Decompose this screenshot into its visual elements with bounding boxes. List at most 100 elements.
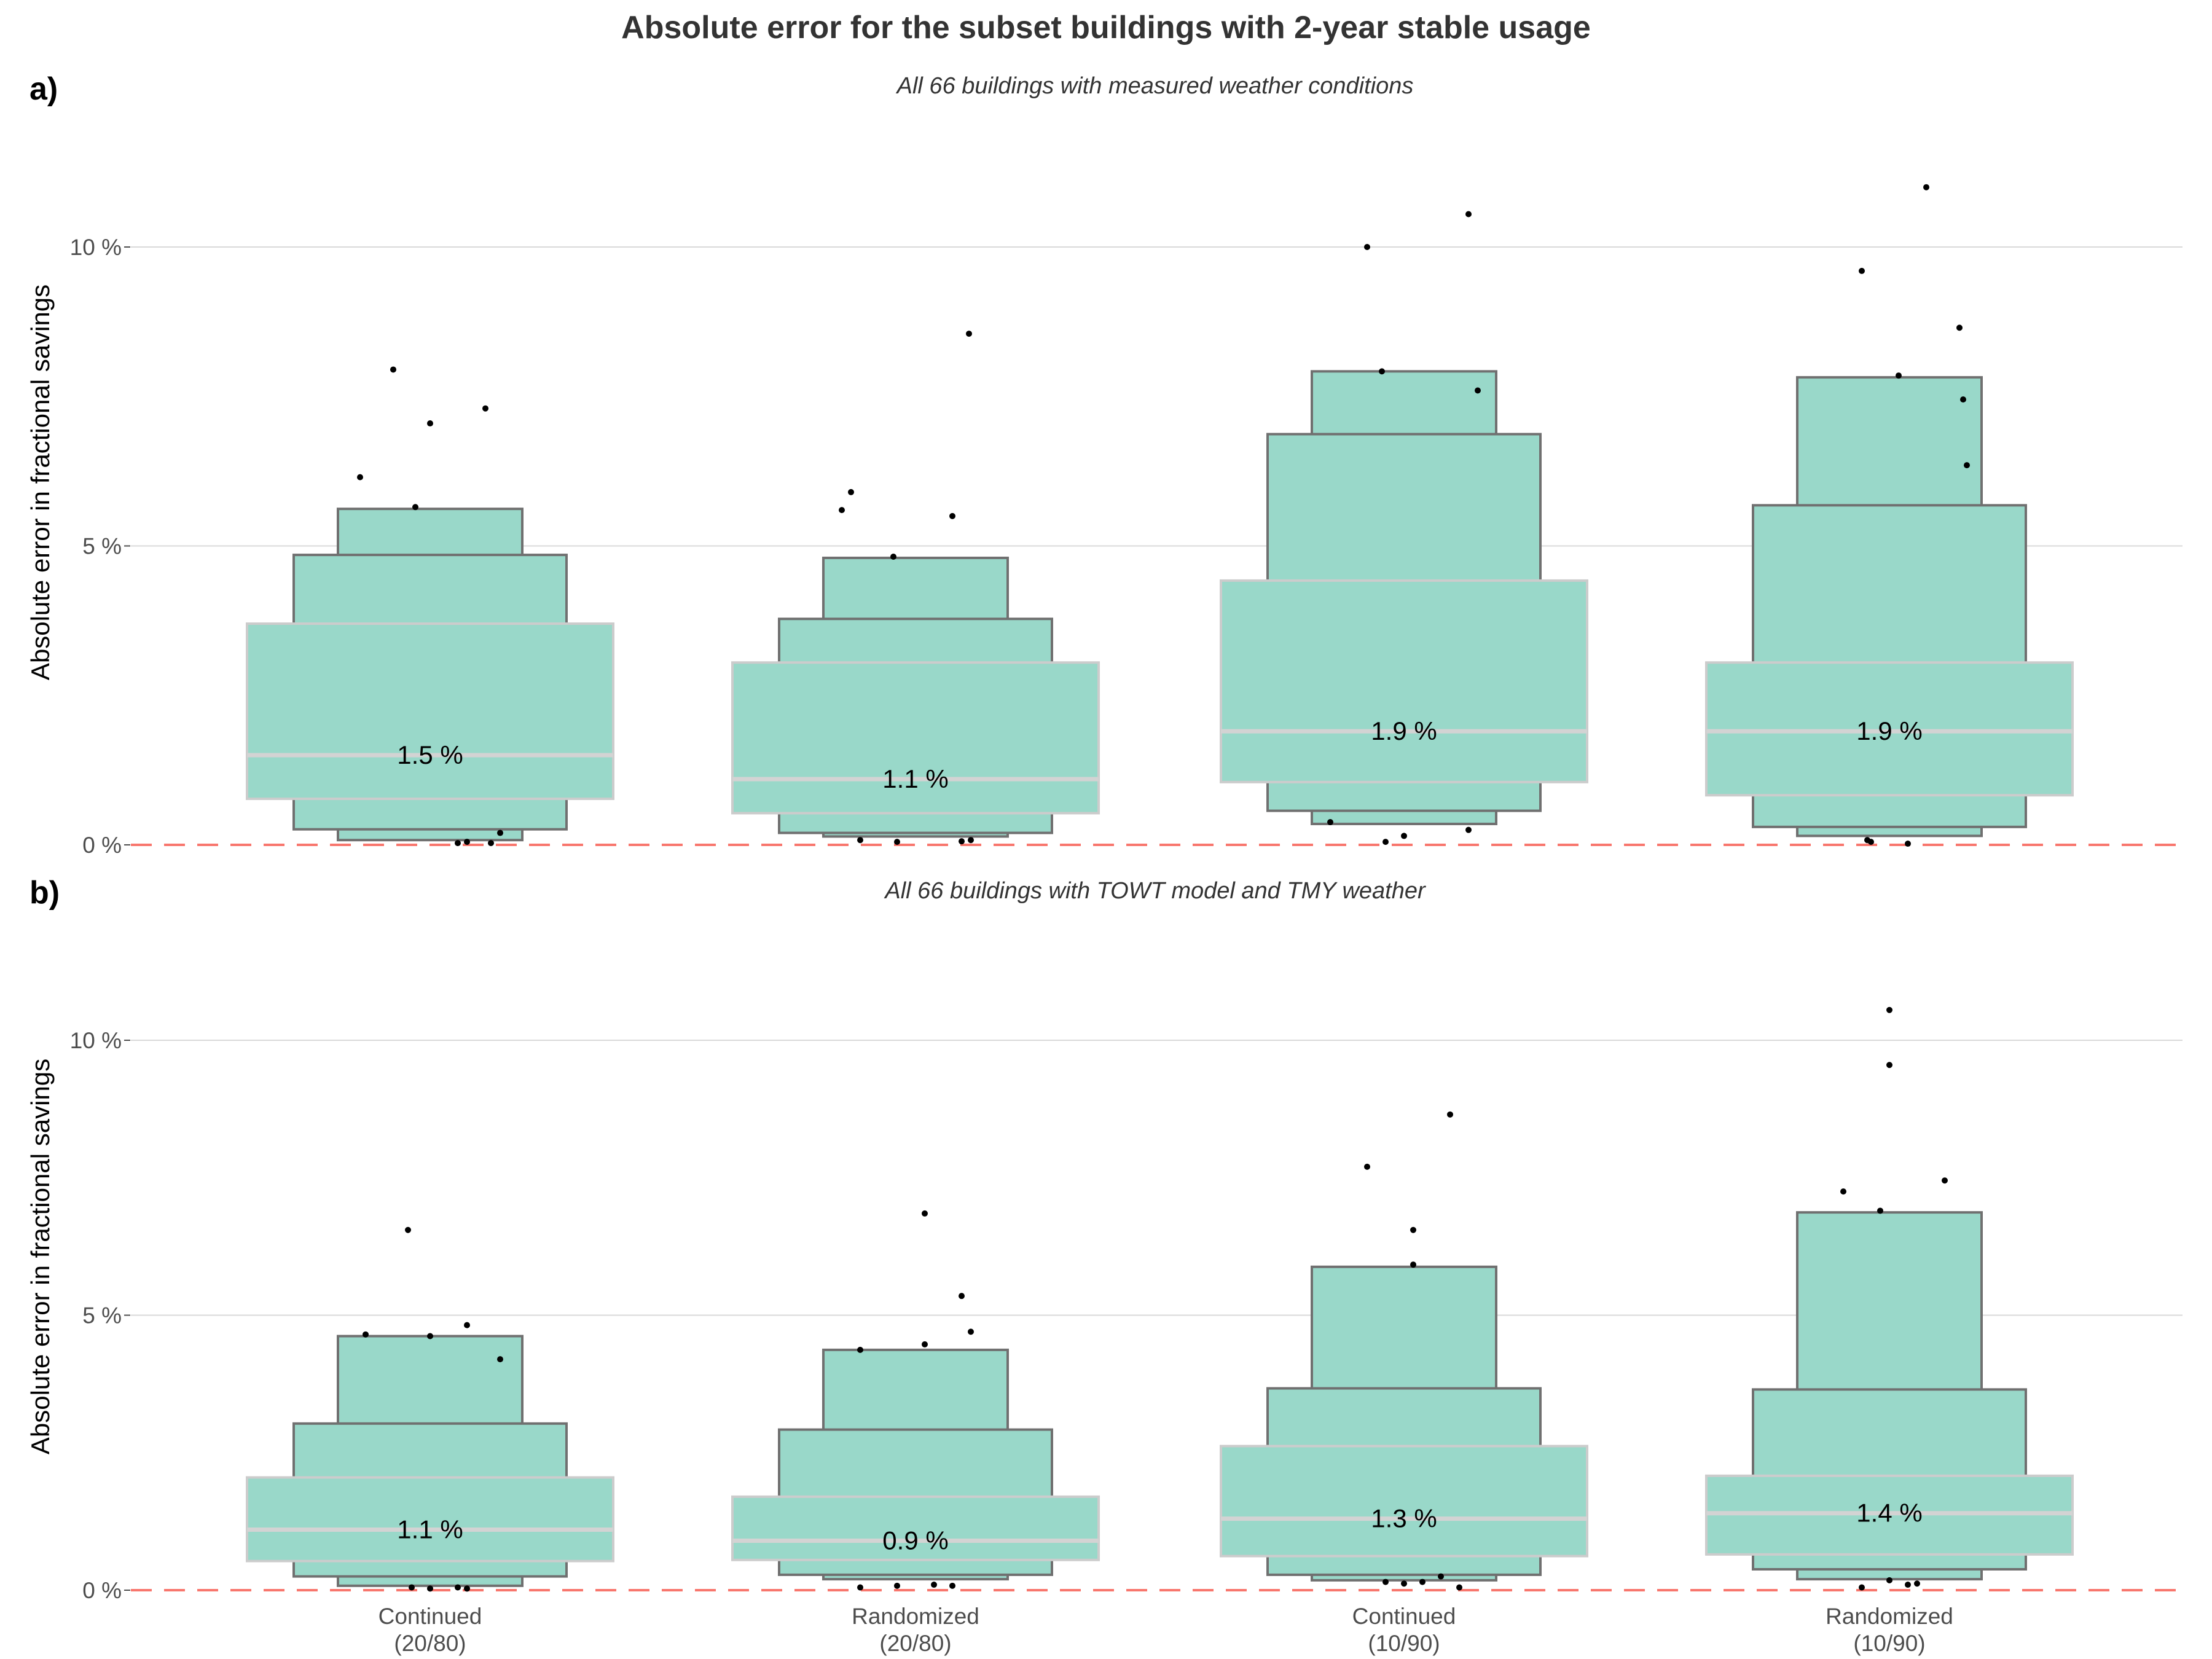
outlier-point: [405, 1226, 411, 1233]
panel-tag: a): [29, 71, 58, 107]
outlier-point: [1886, 1577, 1892, 1583]
outlier-point: [1410, 1226, 1416, 1233]
median-labels: 1.5 % 1.1 % 1.9 % 1.9 %: [397, 716, 1922, 793]
median-value-label: 1.3 %: [1371, 1504, 1437, 1533]
outlier-point: [363, 1331, 369, 1338]
outlier-point: [857, 1584, 863, 1591]
median-labels: 1.1 % 0.9 % 1.3 % 1.4 %: [397, 1499, 1922, 1555]
panel-a: a) All 66 buildings with measured weathe…: [26, 71, 2183, 858]
y-tick-label: 10 %: [70, 235, 122, 260]
median-value-label: 1.4 %: [1856, 1499, 1922, 1528]
x-category-label-line: (20/80): [879, 1631, 951, 1656]
x-category-label-line: (10/90): [1368, 1631, 1440, 1656]
x-category-label-line: Randomized: [1826, 1604, 1953, 1629]
outlier-point: [1364, 1163, 1370, 1170]
outlier-point: [497, 830, 503, 836]
outlier-point: [464, 1322, 470, 1328]
box-level-1: [246, 622, 614, 801]
y-tick-labels: 0 % 5 % 10 %: [70, 1028, 130, 1603]
outlier-point: [966, 331, 972, 337]
outlier-point: [894, 839, 900, 845]
x-category-label-line: Continued: [378, 1604, 482, 1629]
outlier-point: [1438, 1573, 1444, 1580]
outlier-points: [363, 1006, 1948, 1592]
outlier-point: [890, 554, 896, 560]
outlier-point: [1379, 368, 1385, 375]
outlier-point: [1327, 819, 1333, 826]
y-tick-label: 5 %: [82, 534, 122, 559]
outlier-points: [357, 184, 1970, 847]
outlier-point: [1840, 1188, 1846, 1195]
box-level-1: [731, 661, 1100, 815]
outlier-point: [412, 504, 418, 511]
outlier-point: [1956, 324, 1963, 331]
outlier-point: [1859, 1584, 1865, 1591]
outlier-point: [427, 420, 433, 427]
outlier-point: [1447, 1111, 1453, 1118]
outlier-point: [1859, 267, 1865, 274]
outlier-point: [968, 837, 974, 844]
outlier-point: [1923, 184, 1929, 190]
outlier-point: [464, 1585, 470, 1592]
outlier-point: [497, 1356, 503, 1363]
outlier-point: [1886, 1006, 1892, 1013]
outlier-point: [848, 488, 854, 495]
box-level-1: [1220, 579, 1588, 783]
outlier-point: [1419, 1579, 1426, 1585]
outlier-point: [1465, 211, 1472, 218]
y-tick-labels: 0 % 5 % 10 %: [70, 235, 130, 858]
outlier-point: [1382, 839, 1389, 845]
x-category-label-line: (10/90): [1853, 1631, 1925, 1656]
median-value-label: 1.9 %: [1856, 716, 1922, 745]
outlier-point: [1465, 826, 1472, 833]
panel-subtitle: All 66 buildings with measured weather c…: [896, 73, 1414, 99]
outlier-point: [409, 1584, 415, 1591]
outlier-point: [857, 1346, 863, 1353]
outlier-point: [357, 474, 363, 480]
outlier-point: [949, 512, 955, 519]
x-category-label: Continued (10/90): [1352, 1604, 1456, 1656]
outlier-point: [455, 840, 461, 847]
median-value-label: 1.1 %: [397, 1515, 463, 1544]
x-category-label: Continued (20/80): [378, 1604, 482, 1656]
outlier-point: [1868, 839, 1874, 845]
outlier-point: [1401, 833, 1407, 839]
outlier-point: [894, 1582, 900, 1589]
x-category-label: Randomized (10/90): [1826, 1604, 1953, 1656]
outlier-point: [1877, 1207, 1883, 1214]
x-category-label-line: Continued: [1352, 1604, 1456, 1629]
outlier-point: [1456, 1584, 1462, 1591]
outlier-point: [968, 1328, 974, 1335]
outlier-point: [464, 839, 470, 845]
outlier-point: [1905, 841, 1911, 847]
outlier-point: [1914, 1580, 1920, 1587]
boxes: [246, 370, 2074, 842]
y-tick-label: 5 %: [82, 1303, 122, 1328]
outlier-point: [1401, 1580, 1407, 1587]
median-value-label: 1.1 %: [882, 764, 948, 793]
median-value-label: 1.5 %: [397, 740, 463, 769]
outlier-point: [1896, 372, 1902, 379]
outlier-point: [922, 1341, 928, 1347]
outlier-point: [1960, 396, 1966, 403]
outlier-point: [427, 1333, 433, 1339]
box-level-1: [1705, 661, 2074, 797]
outlier-point: [959, 1293, 965, 1300]
median-value-label: 0.9 %: [882, 1526, 948, 1555]
outlier-point: [1964, 462, 1970, 469]
outlier-point: [427, 1585, 433, 1592]
y-tick-label: 0 %: [82, 1578, 122, 1603]
median-value-label: 1.9 %: [1371, 716, 1437, 745]
outlier-point: [1410, 1261, 1416, 1268]
panel-tag: b): [29, 875, 60, 911]
x-category-label-line: Randomized: [852, 1604, 979, 1629]
y-tick-label: 0 %: [82, 833, 122, 858]
box-level-1: [1220, 1445, 1588, 1558]
boxes: [246, 1211, 2074, 1587]
outlier-point: [455, 1584, 461, 1591]
box-level-1: [246, 1476, 614, 1563]
y-axis-label: Absolute error in fractional savings: [26, 1059, 55, 1454]
panel-subtitle: All 66 buildings with TOWT model and TMY…: [884, 878, 1426, 904]
